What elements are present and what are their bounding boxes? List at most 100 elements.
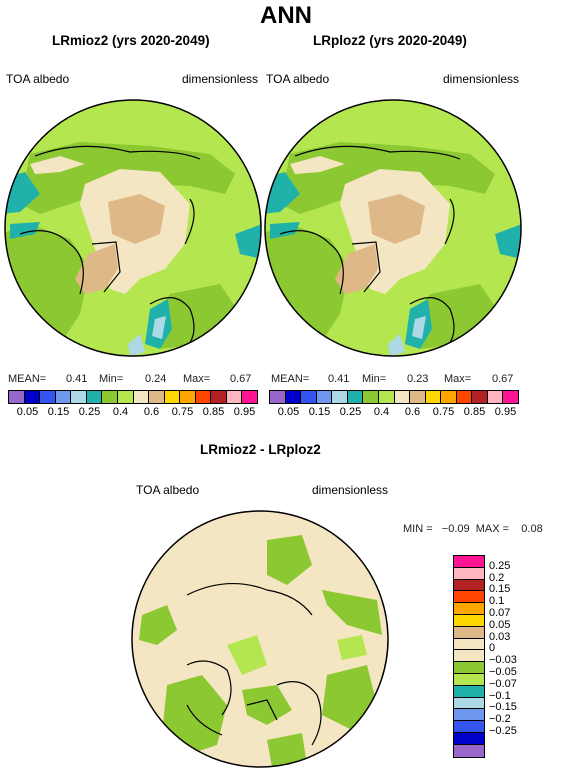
colorbar-tick-label: 0.05 [489, 619, 510, 631]
colorbar-swatch [301, 391, 317, 403]
panel-1-max-value: 0.67 [230, 373, 251, 385]
colorbar-swatch [410, 391, 426, 403]
colorbar-swatch [379, 391, 395, 403]
colorbar-tick-label: 0.6 [144, 406, 159, 418]
panel-2-min-value: 0.23 [407, 373, 428, 385]
colorbar-swatch [454, 615, 484, 627]
diff-panel-variable-label: TOA albedo [136, 483, 199, 497]
panel-2-mean-label: MEAN= [271, 373, 309, 385]
colorbar-swatch [488, 391, 504, 403]
panel-1-min-value: 0.24 [145, 373, 166, 385]
diff-panel-min-max: MIN = −0.09 MAX = 0.08 [403, 523, 543, 535]
colorbar-tick-label: 0.6 [405, 406, 420, 418]
panel-2-polar-map [260, 94, 530, 364]
diff-colorbar [453, 555, 485, 758]
colorbar-tick-label: 0.05 [17, 406, 38, 418]
colorbar-swatch [454, 745, 484, 757]
colorbar-swatch [71, 391, 87, 403]
colorbar-tick-label: 0.25 [340, 406, 361, 418]
colorbar-swatch [317, 391, 333, 403]
colorbar-tick-label: 0.75 [433, 406, 454, 418]
panel-1-min-label: Min= [99, 373, 123, 385]
colorbar-swatch [348, 391, 364, 403]
colorbar-swatch [454, 603, 484, 615]
panel-2-units-label: dimensionless [443, 72, 519, 86]
colorbar-swatch [454, 627, 484, 639]
colorbar-tick-label: 0.15 [489, 583, 510, 595]
colorbar-tick-label: 0.85 [203, 406, 224, 418]
colorbar-swatch [40, 391, 56, 403]
colorbar-swatch [454, 721, 484, 733]
panel-1-mean-label: MEAN= [8, 373, 46, 385]
diff-colorbar-labels: 0.25 0.2 0.15 0.1 0.07 0.05 0.03 0 −0.03 −0.05 −0.… [489, 555, 559, 765]
panel-2-title: LRploz2 (yrs 2020-2049) [313, 33, 467, 48]
colorbar-swatch [395, 391, 411, 403]
colorbar-swatch [457, 391, 473, 403]
colorbar-swatch [454, 650, 484, 662]
panel-2-max-label: Max= [444, 373, 471, 385]
colorbar-swatch [180, 391, 196, 403]
colorbar-swatch [454, 733, 484, 745]
panel-1-title: LRmioz2 (yrs 2020-2049) [52, 33, 210, 48]
colorbar-swatch [454, 639, 484, 651]
colorbar-swatch [270, 391, 286, 403]
colorbar-tick-label: 0.25 [79, 406, 100, 418]
colorbar-swatch [454, 686, 484, 698]
colorbar-tick-label: 0.4 [113, 406, 128, 418]
colorbar-swatch [454, 556, 484, 568]
diff-panel-polar-map [127, 505, 395, 773]
panel-1-colorbar-labels: 0.05 0.15 0.25 0.4 0.6 0.75 0.85 0.95 [8, 406, 256, 420]
panel-2-colorbar [269, 390, 519, 404]
colorbar-tick-label: 0.07 [489, 607, 510, 619]
colorbar-tick-label: 0.1 [489, 595, 504, 607]
colorbar-swatch [149, 391, 165, 403]
colorbar-swatch [9, 391, 25, 403]
colorbar-tick-label: 0.03 [489, 631, 510, 643]
colorbar-tick-label: −0.15 [489, 701, 517, 713]
colorbar-swatch [134, 391, 150, 403]
colorbar-tick-label: 0.75 [172, 406, 193, 418]
colorbar-swatch [87, 391, 103, 403]
colorbar-swatch [332, 391, 348, 403]
diff-panel-units-label: dimensionless [312, 483, 388, 497]
colorbar-swatch [165, 391, 181, 403]
diff-panel-title: LRmioz2 - LRploz2 [200, 442, 321, 457]
panel-2-variable-label: TOA albedo [266, 72, 329, 86]
colorbar-tick-label: −0.05 [489, 666, 517, 678]
colorbar-tick-label: 0 [489, 642, 495, 654]
colorbar-tick-label: 0.15 [48, 406, 69, 418]
colorbar-swatch [363, 391, 379, 403]
colorbar-swatch [196, 391, 212, 403]
panel-1-polar-map [0, 94, 270, 364]
colorbar-swatch [211, 391, 227, 403]
colorbar-swatch [454, 674, 484, 686]
colorbar-tick-label: 0.2 [489, 572, 504, 584]
colorbar-swatch [56, 391, 72, 403]
colorbar-swatch [286, 391, 302, 403]
colorbar-tick-label: 0.15 [309, 406, 330, 418]
colorbar-tick-label: 0.95 [495, 406, 516, 418]
colorbar-swatch [454, 580, 484, 592]
colorbar-tick-label: −0.2 [489, 713, 511, 725]
colorbar-tick-label: −0.07 [489, 678, 517, 690]
colorbar-swatch [454, 698, 484, 710]
colorbar-tick-label: −0.1 [489, 690, 511, 702]
colorbar-swatch [472, 391, 488, 403]
panel-2-max-value: 0.67 [492, 373, 513, 385]
colorbar-tick-label: −0.25 [489, 725, 517, 737]
colorbar-swatch [242, 391, 257, 403]
colorbar-swatch [118, 391, 134, 403]
colorbar-swatch [426, 391, 442, 403]
panel-1-mean-value: 0.41 [66, 373, 87, 385]
colorbar-swatch [102, 391, 118, 403]
colorbar-tick-label: 0.4 [374, 406, 389, 418]
colorbar-tick-label: 0.25 [489, 560, 510, 572]
colorbar-swatch [25, 391, 41, 403]
colorbar-swatch [441, 391, 457, 403]
panel-1-units-label: dimensionless [182, 72, 258, 86]
colorbar-swatch [503, 391, 518, 403]
colorbar-tick-label: −0.03 [489, 654, 517, 666]
colorbar-swatch [227, 391, 243, 403]
panel-2-min-label: Min= [362, 373, 386, 385]
colorbar-tick-label: 0.95 [234, 406, 255, 418]
